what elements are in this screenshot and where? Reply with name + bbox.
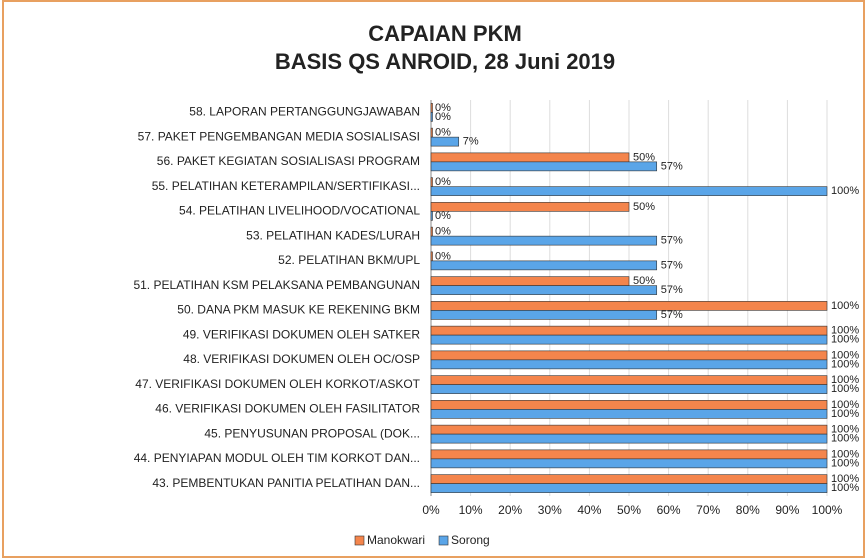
bar [430, 359, 828, 370]
value-label: 0% [435, 111, 451, 123]
bar [430, 474, 828, 484]
y-tick-label: 49. VERIFIKASI DOKUMEN OLEH SATKER [183, 327, 421, 341]
y-tick-label: 46. VERIFIKASI DOKUMEN OLEH FASILITATOR [155, 402, 420, 416]
x-tick-label: 40% [577, 503, 601, 517]
bar [430, 276, 630, 286]
value-label: 0% [435, 176, 451, 188]
value-label: 0% [435, 226, 451, 238]
value-label: 50% [633, 275, 655, 287]
value-label: 57% [661, 235, 683, 247]
value-label: 0% [435, 102, 451, 114]
y-tick-label: 50. DANA PKM MASUK KE REKENING BKM [177, 303, 420, 317]
y-tick-label: 44. PENYIAPAN MODUL OLEH TIM KORKOT DAN.… [134, 451, 420, 465]
value-label: 100% [831, 325, 859, 337]
x-tick-label: 60% [657, 503, 681, 517]
value-label: 100% [831, 408, 859, 420]
y-tick-label: 53. PELATIHAN KADES/LURAH [246, 228, 420, 242]
value-label: 100% [831, 457, 859, 469]
value-label: 50% [633, 201, 655, 213]
bar [430, 375, 828, 385]
value-label: 57% [661, 160, 683, 172]
x-tick-label: 10% [459, 503, 483, 517]
legend-swatch [354, 535, 365, 546]
value-label: 100% [831, 358, 859, 370]
bar [430, 285, 658, 295]
value-label: 100% [831, 433, 859, 445]
bar [430, 177, 433, 187]
bar [430, 235, 658, 246]
y-tick-label: 56. PAKET KEGIATAN SOSIALISASI PROGRAM [157, 154, 420, 168]
y-tick-label: 48. VERIFIKASI DOKUMEN OLEH OC/OSP [183, 352, 420, 366]
bar [430, 301, 828, 311]
bar [430, 310, 658, 320]
value-label: 100% [831, 383, 859, 395]
bar [430, 211, 433, 221]
value-label: 100% [831, 424, 859, 436]
x-tick-label: 90% [775, 503, 799, 517]
value-label: 100% [831, 482, 859, 494]
value-label: 100% [831, 473, 859, 485]
bar [430, 251, 433, 262]
value-label: 100% [831, 300, 859, 312]
value-label: 100% [831, 399, 859, 411]
bar [430, 260, 658, 271]
y-tick-label: 43. PEMBENTUKAN PANITIA PELATIHAN DAN... [152, 476, 420, 490]
bar [430, 202, 630, 212]
y-tick-label: 58. LAPORAN PERTANGGUNGJAWABAN [189, 105, 420, 119]
bar [430, 186, 828, 196]
value-label: 100% [831, 448, 859, 460]
bar [430, 400, 828, 410]
y-tick-label: 52. PELATIHAN BKM/UPL [278, 253, 420, 267]
value-label: 100% [831, 349, 859, 361]
legend-swatch [438, 535, 449, 546]
legend-label: Sorong [451, 533, 490, 547]
x-tick-label: 80% [736, 503, 760, 517]
x-tick-label: 70% [696, 503, 720, 517]
x-tick-label: 0% [422, 503, 440, 517]
bar [430, 384, 828, 394]
legend-label: Manokwari [367, 533, 425, 547]
value-label: 0% [435, 210, 451, 222]
x-tick-label: 100% [812, 503, 843, 517]
x-tick-label: 30% [538, 503, 562, 517]
value-label: 0% [435, 250, 451, 262]
bar [430, 334, 828, 345]
bar [430, 424, 828, 435]
y-tick-label: 57. PAKET PENGEMBANGAN MEDIA SOSIALISASI [138, 129, 420, 143]
value-label: 57% [661, 259, 683, 271]
y-tick-label: 54. PELATIHAN LIVELIHOOD/VOCATIONAL [179, 204, 420, 218]
y-tick-label: 45. PENYUSUNAN PROPOSAL (DOK... [204, 426, 420, 440]
chart-title: CAPAIAN PKM [368, 21, 522, 46]
bar [430, 483, 828, 493]
bar [430, 350, 828, 361]
x-tick-label: 20% [498, 503, 522, 517]
bar [430, 409, 828, 419]
value-label: 100% [831, 185, 859, 197]
x-tick-label: 50% [617, 503, 641, 517]
bar [430, 325, 828, 336]
bar [430, 226, 433, 237]
value-label: 7% [463, 136, 479, 148]
bar [430, 449, 828, 460]
bar [430, 136, 460, 147]
bar [430, 458, 828, 469]
value-label: 57% [661, 309, 683, 321]
bar [430, 112, 433, 122]
y-tick-label: 55. PELATIHAN KETERAMPILAN/SERTIFIKASI..… [152, 179, 420, 193]
bar [430, 152, 630, 163]
chart-subtitle: BASIS QS ANROID, 28 Juni 2019 [275, 49, 615, 74]
value-label: 57% [661, 284, 683, 296]
y-tick-label: 47. VERIFIKASI DOKUMEN OLEH KORKOT/ASKOT [135, 377, 420, 391]
value-label: 0% [435, 127, 451, 139]
bar [430, 161, 658, 172]
value-label: 50% [633, 151, 655, 163]
value-label: 100% [831, 334, 859, 346]
bar [430, 103, 433, 113]
y-tick-label: 51. PELATIHAN KSM PELAKSANA PEMBANGUNAN [133, 278, 420, 292]
value-label: 100% [831, 374, 859, 386]
bar [430, 433, 828, 444]
bar [430, 127, 433, 138]
